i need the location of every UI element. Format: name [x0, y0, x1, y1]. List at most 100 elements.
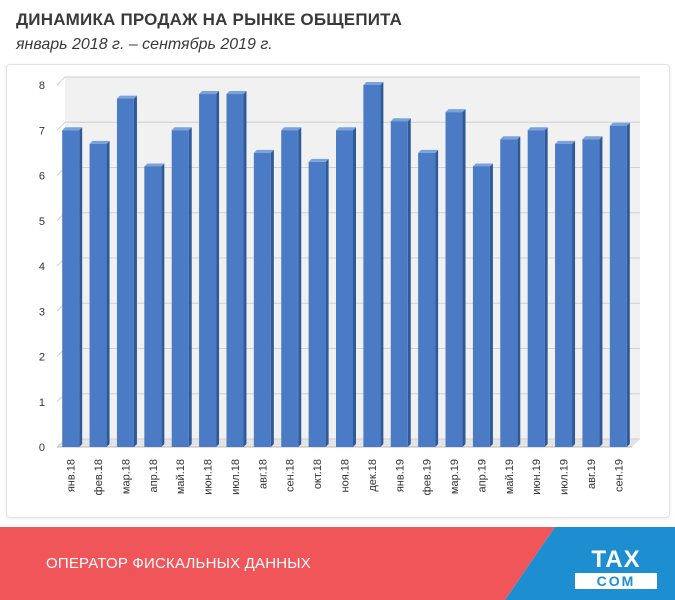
x-tick-label: сен.18 — [285, 459, 297, 492]
bar-top — [171, 127, 192, 131]
bar — [308, 161, 326, 448]
x-tick-label: июн.19 — [531, 459, 543, 495]
bar — [226, 94, 244, 448]
x-tick-label: апр.19 — [476, 459, 488, 492]
bar — [390, 121, 408, 447]
x-tick-label: май.19 — [504, 459, 516, 494]
bar-side — [243, 91, 247, 448]
bar — [527, 130, 545, 447]
taxcom-logo: TAX COM — [573, 546, 659, 589]
y-tick-label: 4 — [39, 261, 45, 273]
y-tick-label: 3 — [39, 306, 45, 318]
x-tick-label: мар.19 — [449, 459, 461, 494]
bar-side — [188, 127, 192, 447]
bar-side — [216, 91, 220, 448]
bar-side — [626, 122, 630, 447]
y-tick-label: 5 — [39, 216, 45, 228]
bar — [171, 130, 189, 447]
bar — [472, 166, 490, 447]
bar-side — [544, 127, 548, 447]
x-tick-label: фев.18 — [93, 459, 105, 495]
bar-side — [517, 136, 521, 448]
x-tick-label: окт.18 — [312, 459, 324, 489]
bar-top — [281, 127, 302, 131]
x-tick-label: апр.18 — [148, 459, 160, 492]
footer-banner: ОПЕРАТОР ФИСКАЛЬНЫХ ДАННЫХ TAX COM — [0, 527, 675, 600]
x-tick-label: дек.18 — [367, 459, 379, 492]
bar-side — [380, 82, 384, 447]
bar-side — [599, 136, 603, 448]
bar-side — [79, 127, 83, 447]
bar — [62, 130, 80, 447]
chart-subtitle: январь 2018 г. – сентябрь 2019 г. — [16, 36, 273, 53]
bar — [336, 130, 353, 447]
chart-area: 0 1 2 3 4 5 6 7 8 янв.18 фев.18 мар.18 апр.18 май.18 и… — [6, 64, 670, 518]
bar — [609, 125, 627, 447]
bar-top — [609, 122, 630, 126]
bar-side — [298, 127, 302, 447]
bar-top — [582, 136, 603, 140]
y-tick-label: 6 — [39, 171, 45, 183]
bar-side — [489, 163, 493, 447]
bar — [555, 143, 573, 447]
bar — [500, 139, 518, 448]
bar-top — [199, 91, 220, 95]
y-tick-label: 2 — [39, 352, 45, 364]
bar-side — [435, 149, 439, 447]
bar-side — [462, 109, 466, 448]
logo-top-text: TAX — [591, 546, 641, 573]
bar-top — [226, 91, 247, 95]
x-tick-label: янв.18 — [66, 459, 78, 492]
footer-text: ОПЕРАТОР ФИСКАЛЬНЫХ ДАННЫХ — [46, 555, 311, 572]
x-tick-label: май.18 — [175, 459, 187, 494]
bar-side — [270, 149, 274, 447]
bar-top — [418, 149, 439, 153]
x-tick-label: мар.18 — [120, 459, 132, 494]
bar-top — [390, 118, 411, 122]
bar — [253, 152, 271, 447]
bar-side — [353, 127, 356, 447]
bar — [281, 130, 299, 447]
bar — [199, 94, 217, 448]
x-tick-label: авг.19 — [586, 459, 598, 489]
x-tick-label: июн.18 — [203, 459, 215, 495]
y-tick-label: 7 — [39, 125, 45, 137]
bar-side — [572, 140, 576, 447]
bar-top — [472, 163, 493, 167]
bar-top — [253, 149, 274, 153]
bar-top — [527, 127, 548, 131]
chart-title: ДИНАМИКА ПРОДАЖ НА РЫНКЕ ОБЩЕПИТА — [16, 10, 403, 29]
bar-side — [325, 158, 329, 448]
y-tick-label: 0 — [39, 442, 45, 454]
bar-side — [407, 118, 411, 447]
bar — [116, 98, 134, 447]
bar-top — [363, 82, 384, 85]
bar-top — [308, 158, 329, 162]
bar — [363, 85, 381, 447]
bar-top — [89, 140, 110, 144]
bar — [144, 166, 162, 447]
bar-top — [116, 95, 137, 99]
bar-chart: 0 1 2 3 4 5 6 7 8 янв.18 фев.18 мар.18 апр.18 май.18 и… — [39, 76, 640, 495]
x-tick-label: июл.18 — [230, 459, 242, 495]
x-tick-label: сен.19 — [613, 459, 625, 492]
grid-line — [56, 76, 640, 86]
bar-top — [336, 127, 356, 131]
logo-bottom-text: COM — [575, 573, 657, 589]
bar-top — [555, 140, 576, 144]
y-tick-label: 1 — [39, 397, 45, 409]
y-tick-label: 8 — [39, 80, 45, 92]
bar-top — [144, 163, 165, 167]
bar-side — [133, 95, 137, 447]
bar — [418, 152, 436, 447]
bar-top — [62, 127, 83, 131]
x-tick-label: июл.19 — [559, 459, 571, 495]
bar-top — [500, 136, 521, 140]
bar — [582, 139, 600, 448]
x-tick-label: янв.19 — [394, 459, 406, 492]
x-tick-label: авг.18 — [257, 459, 269, 489]
bar-side — [161, 163, 165, 447]
bar-top — [445, 109, 466, 113]
x-tick-label: ноя.18 — [340, 459, 352, 492]
bar-side — [106, 140, 110, 447]
